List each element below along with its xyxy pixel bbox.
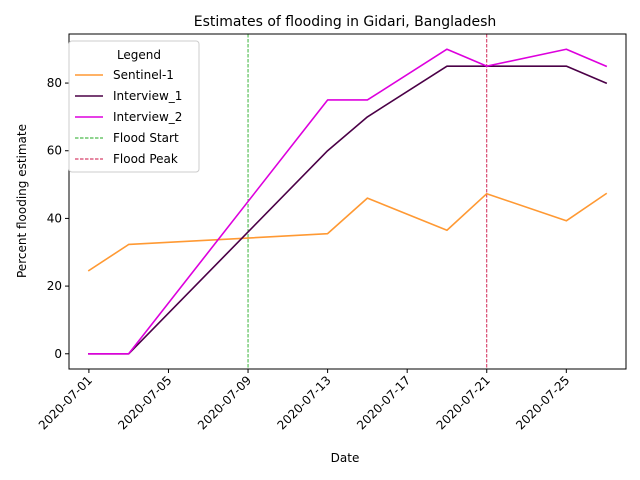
legend-label: Interview_2: [113, 110, 182, 124]
y-tick-label: 40: [47, 211, 62, 225]
y-axis-ticks: 0 20 40 60 80: [47, 76, 69, 361]
legend-label: Flood Peak: [113, 152, 178, 166]
plot-frame: [68, 33, 627, 370]
y-tick-label: 20: [47, 279, 62, 293]
legend-box: [68, 40, 200, 173]
y-tick-label: 80: [47, 76, 62, 90]
y-tick-label: 60: [47, 144, 62, 158]
chart-title: Estimates of flooding in Gidari, Banglad…: [194, 14, 497, 30]
y-axis-label: Percent flooding estimate: [15, 124, 29, 278]
series-line-sentinel-1: [87, 192, 608, 272]
legend-label: Sentinel-1: [113, 68, 174, 82]
series-line-interview-2: [88, 48, 608, 355]
y-tick-label: 0: [54, 347, 62, 361]
legend-title: Legend: [117, 48, 161, 62]
legend: Legend Sentinel-1 Interview_1 Interview_2 F…: [68, 40, 200, 173]
legend-label: Interview_1: [113, 89, 182, 103]
x-axis-label: Date: [331, 451, 360, 465]
legend-entries: Sentinel-1 Interview_1 Interview_2 Flood St…: [75, 68, 182, 166]
legend-label: Flood Start: [113, 131, 179, 145]
plot-content: [87, 34, 608, 369]
series-line-interview-1: [88, 65, 608, 355]
